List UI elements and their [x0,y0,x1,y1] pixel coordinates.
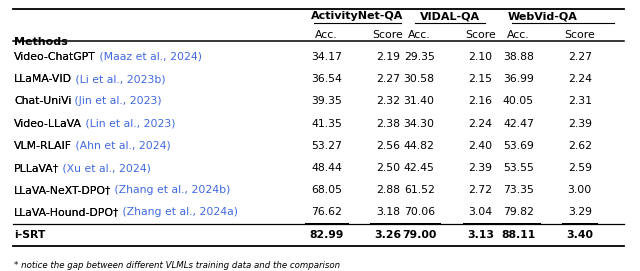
Text: 3.29: 3.29 [568,208,592,217]
Text: LLaMA-VID: LLaMA-VID [14,74,72,84]
Text: 30.58: 30.58 [404,74,435,84]
Text: i-SRT: i-SRT [14,230,45,240]
Text: (Li et al., 2023b): (Li et al., 2023b) [72,74,166,84]
Text: 2.39: 2.39 [468,163,493,173]
Text: 2.56: 2.56 [376,141,400,151]
Text: 2.72: 2.72 [468,185,493,195]
Text: Chat-UniVi: Chat-UniVi [14,96,72,106]
Text: 38.88: 38.88 [503,52,534,62]
Text: LLaVA-NeXT-DPO†: LLaVA-NeXT-DPO† [14,185,111,195]
Text: 3.00: 3.00 [568,185,592,195]
Text: (Xu et al., 2024): (Xu et al., 2024) [60,163,151,173]
Text: 3.18: 3.18 [376,208,400,217]
Text: 29.35: 29.35 [404,52,435,62]
Text: VLM-RLAIF: VLM-RLAIF [14,141,72,151]
Text: 2.19: 2.19 [376,52,400,62]
Text: LLaVA-Hound-DPO†: LLaVA-Hound-DPO† [14,208,120,217]
Text: (Zhang et al., 2024a): (Zhang et al., 2024a) [120,208,239,217]
Text: Video-ChatGPT: Video-ChatGPT [14,52,96,62]
Text: VLM-RLAIF: VLM-RLAIF [14,141,72,151]
Text: 41.35: 41.35 [311,119,342,128]
Text: Score: Score [564,30,595,40]
Text: 40.05: 40.05 [503,96,534,106]
Text: 82.99: 82.99 [309,230,344,240]
Text: 73.35: 73.35 [503,185,534,195]
Text: 2.10: 2.10 [468,52,493,62]
Text: LLaVA-Hound-DPO†: LLaVA-Hound-DPO† [14,208,120,217]
Text: 70.06: 70.06 [404,208,435,217]
Text: 2.39: 2.39 [568,119,592,128]
Text: ActivityNet-QA: ActivityNet-QA [311,11,403,21]
Text: Video-ChatGPT: Video-ChatGPT [14,52,96,62]
Text: 36.99: 36.99 [503,74,534,84]
Text: LLaMA-VID: LLaMA-VID [14,74,72,84]
Text: 53.55: 53.55 [503,163,534,173]
Text: 31.40: 31.40 [404,96,435,106]
Text: 34.17: 34.17 [311,52,342,62]
Text: 3.26: 3.26 [374,230,401,240]
Text: Video-LLaVA: Video-LLaVA [14,119,82,128]
Text: 61.52: 61.52 [404,185,435,195]
Text: (Ahn et al., 2024): (Ahn et al., 2024) [72,141,171,151]
Text: 53.27: 53.27 [311,141,342,151]
Text: (Lin et al., 2023): (Lin et al., 2023) [82,119,175,128]
Text: 48.44: 48.44 [311,163,342,173]
Text: Score: Score [465,30,496,40]
Text: 2.62: 2.62 [568,141,592,151]
Text: (Zhang et al., 2024b): (Zhang et al., 2024b) [111,185,231,195]
Text: 2.24: 2.24 [468,119,493,128]
Text: 79.82: 79.82 [503,208,534,217]
Text: PLLaVA†: PLLaVA† [14,163,60,173]
Text: (Maaz et al., 2024): (Maaz et al., 2024) [96,52,202,62]
Text: Chat-UniVi: Chat-UniVi [14,96,72,106]
Text: 39.35: 39.35 [311,96,342,106]
Text: 2.15: 2.15 [468,74,493,84]
Text: Acc.: Acc. [408,30,431,40]
Text: 53.69: 53.69 [503,141,534,151]
Text: 68.05: 68.05 [311,185,342,195]
Text: 2.27: 2.27 [568,52,592,62]
Text: Acc.: Acc. [315,30,338,40]
Text: 2.88: 2.88 [376,185,400,195]
Text: 2.38: 2.38 [376,119,400,128]
Text: 2.16: 2.16 [468,96,493,106]
Text: 2.31: 2.31 [568,96,592,106]
Text: VIDAL-QA: VIDAL-QA [420,11,480,21]
Text: * notice the gap between different VLMLs training data and the comparison: * notice the gap between different VLMLs… [14,261,340,270]
Text: 2.59: 2.59 [568,163,592,173]
Text: 42.47: 42.47 [503,119,534,128]
Text: (Jin et al., 2023): (Jin et al., 2023) [72,96,162,106]
Text: 2.27: 2.27 [376,74,400,84]
Text: 88.11: 88.11 [501,230,536,240]
Text: Methods: Methods [14,37,68,47]
Text: Acc.: Acc. [507,30,530,40]
Text: 3.13: 3.13 [467,230,494,240]
Text: 2.50: 2.50 [376,163,400,173]
Text: 44.82: 44.82 [404,141,435,151]
Text: 34.30: 34.30 [404,119,435,128]
Text: LLaVA-NeXT-DPO†: LLaVA-NeXT-DPO† [14,185,111,195]
Text: 76.62: 76.62 [311,208,342,217]
Text: 3.40: 3.40 [566,230,593,240]
Text: WebVid-QA: WebVid-QA [508,11,578,21]
Text: Score: Score [372,30,403,40]
Text: 3.04: 3.04 [468,208,493,217]
Text: 42.45: 42.45 [404,163,435,173]
Text: 2.40: 2.40 [468,141,493,151]
Text: 36.54: 36.54 [311,74,342,84]
Text: 2.24: 2.24 [568,74,592,84]
Text: 2.32: 2.32 [376,96,400,106]
Text: 79.00: 79.00 [402,230,436,240]
Text: Video-LLaVA: Video-LLaVA [14,119,82,128]
Text: PLLaVA†: PLLaVA† [14,163,60,173]
